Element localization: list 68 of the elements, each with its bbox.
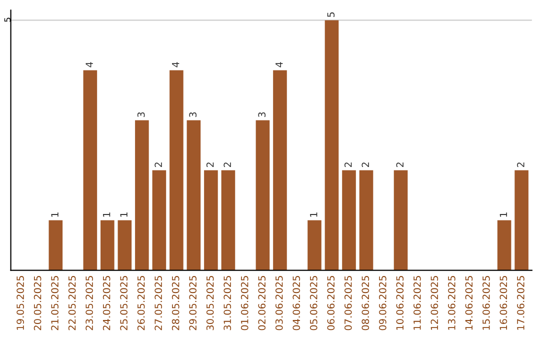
data-label: 1	[51, 212, 58, 217]
data-label: 1	[500, 212, 507, 217]
x-tick-label: 04.06.2025	[292, 276, 300, 330]
data-label: 4	[276, 62, 283, 68]
x-tick-label: 11.06.2025	[413, 276, 421, 330]
x-tick-label: 05.06.2025	[310, 276, 318, 330]
bar	[514, 170, 528, 270]
data-label: 4	[86, 62, 93, 68]
data-label: 1	[310, 212, 318, 217]
x-tick-label: 07.06.2025	[344, 276, 352, 330]
bar	[118, 220, 132, 270]
x-tick-label: 26.05.2025	[137, 276, 145, 330]
x-tick-label: 17.06.2025	[517, 276, 524, 330]
x-tick-label: 27.05.2025	[154, 276, 162, 330]
data-label: 2	[206, 162, 214, 168]
data-label: 3	[137, 112, 145, 117]
data-label: 5	[327, 12, 335, 17]
bar	[170, 70, 184, 270]
data-label: 2	[517, 162, 524, 168]
x-tick-label: 10.06.2025	[396, 276, 404, 330]
x-tick-label: 25.05.2025	[120, 276, 128, 330]
bar	[221, 170, 236, 270]
bar	[273, 70, 287, 270]
x-tick-label: 24.05.2025	[102, 276, 110, 330]
data-label: 4	[172, 62, 180, 68]
data-label: 3	[189, 112, 197, 117]
data-label: 2	[362, 162, 369, 168]
bar	[83, 70, 98, 270]
x-tick-label: 14.06.2025	[465, 276, 473, 330]
bar	[256, 120, 270, 270]
x-tick-label: 29.05.2025	[189, 276, 197, 330]
x-tick-label: 19.05.2025	[16, 276, 24, 330]
x-tick-label: 31.05.2025	[224, 276, 232, 330]
x-tick-label: 20.05.2025	[34, 276, 42, 330]
bar	[324, 20, 339, 270]
x-tick-label: 21.05.2025	[51, 276, 58, 330]
x-tick-label: 03.06.2025	[275, 276, 283, 330]
bar	[359, 170, 374, 270]
bar	[497, 220, 512, 270]
data-label: 2	[344, 162, 352, 168]
data-label: 1	[120, 212, 128, 217]
x-tick-label: 28.05.2025	[172, 276, 180, 330]
bar	[135, 120, 149, 270]
data-label: 1	[103, 212, 110, 217]
x-tick-label: 09.06.2025	[378, 276, 386, 330]
data-label: 2	[154, 162, 162, 168]
x-tick-label: 22.05.2025	[68, 276, 76, 330]
bar	[308, 220, 322, 270]
bar	[48, 220, 63, 270]
x-tick-label: 30.05.2025	[206, 276, 214, 330]
data-label: 3	[258, 112, 266, 117]
x-tick-label: 01.06.2025	[240, 276, 248, 330]
x-tick-label: 16.06.2025	[500, 276, 508, 330]
x-tick-label: 15.06.2025	[482, 276, 490, 330]
x-tick-label: 06.06.2025	[327, 276, 335, 330]
x-tick-label: 08.06.2025	[362, 276, 370, 330]
x-tick-label: 12.06.2025	[430, 276, 438, 330]
bar	[204, 170, 218, 270]
bar	[342, 170, 356, 270]
bar	[100, 220, 114, 270]
data-label: 2	[396, 162, 404, 168]
x-tick-label: 23.05.2025	[86, 276, 93, 330]
bar	[152, 170, 166, 270]
x-tick-label: 13.06.2025	[448, 276, 456, 330]
x-tick-label: 02.06.2025	[258, 276, 266, 330]
bar	[394, 170, 408, 270]
bar	[186, 120, 201, 270]
data-label: 2	[224, 162, 231, 168]
